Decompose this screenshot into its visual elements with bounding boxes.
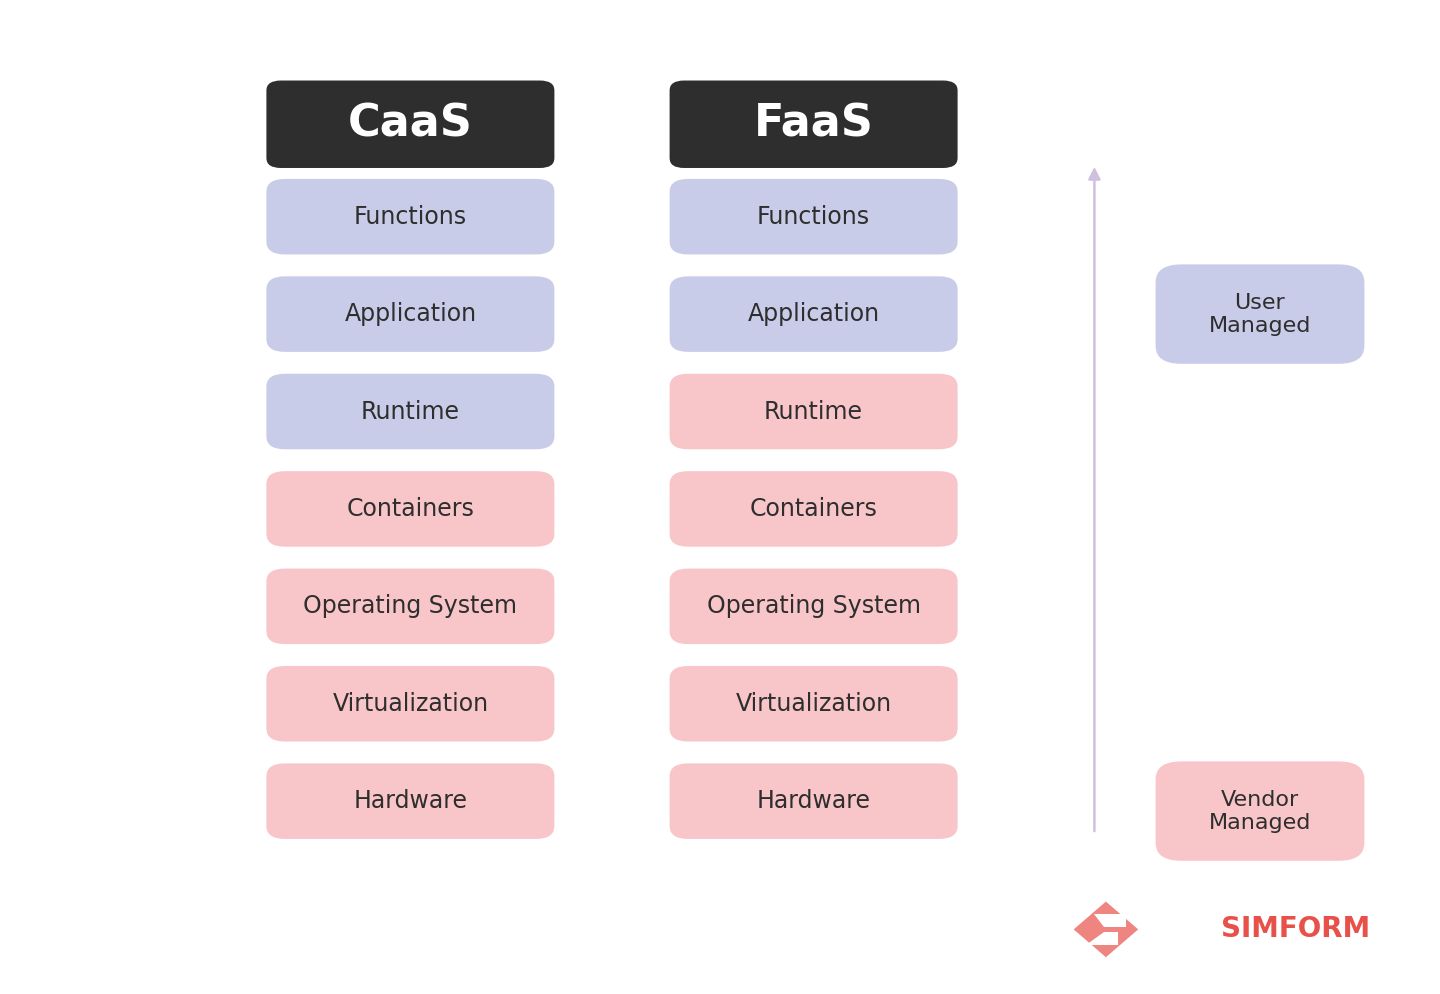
Text: Application: Application (344, 302, 477, 326)
Polygon shape (1094, 914, 1126, 926)
FancyBboxPatch shape (670, 374, 958, 449)
Polygon shape (1086, 932, 1117, 944)
FancyBboxPatch shape (670, 763, 958, 839)
FancyBboxPatch shape (266, 81, 554, 168)
Text: Runtime: Runtime (765, 400, 863, 423)
Text: Operating System: Operating System (707, 594, 920, 618)
Text: Hardware: Hardware (353, 789, 468, 813)
FancyBboxPatch shape (266, 666, 554, 742)
FancyBboxPatch shape (266, 179, 554, 254)
Text: Containers: Containers (347, 497, 474, 521)
FancyBboxPatch shape (266, 763, 554, 839)
Text: Hardware: Hardware (756, 789, 871, 813)
Text: Application: Application (747, 302, 880, 326)
FancyBboxPatch shape (670, 569, 958, 644)
Text: Containers: Containers (750, 497, 877, 521)
Text: CaaS: CaaS (348, 102, 472, 146)
Text: User
Managed: User Managed (1208, 292, 1312, 336)
FancyBboxPatch shape (266, 569, 554, 644)
Text: Virtualization: Virtualization (333, 692, 488, 716)
FancyBboxPatch shape (670, 666, 958, 742)
FancyBboxPatch shape (266, 374, 554, 449)
Text: Virtualization: Virtualization (736, 692, 891, 716)
Text: FaaS: FaaS (753, 102, 874, 146)
FancyBboxPatch shape (670, 179, 958, 254)
FancyBboxPatch shape (1155, 761, 1365, 861)
Text: Functions: Functions (354, 205, 467, 229)
Text: Vendor
Managed: Vendor Managed (1208, 789, 1312, 833)
Polygon shape (1074, 902, 1138, 957)
FancyBboxPatch shape (266, 471, 554, 547)
FancyBboxPatch shape (670, 471, 958, 547)
Text: SIMFORM: SIMFORM (1221, 915, 1371, 943)
FancyBboxPatch shape (670, 81, 958, 168)
FancyBboxPatch shape (266, 276, 554, 352)
Text: Operating System: Operating System (304, 594, 517, 618)
Text: Runtime: Runtime (361, 400, 459, 423)
FancyBboxPatch shape (1155, 264, 1365, 364)
FancyBboxPatch shape (670, 276, 958, 352)
Text: Functions: Functions (757, 205, 870, 229)
